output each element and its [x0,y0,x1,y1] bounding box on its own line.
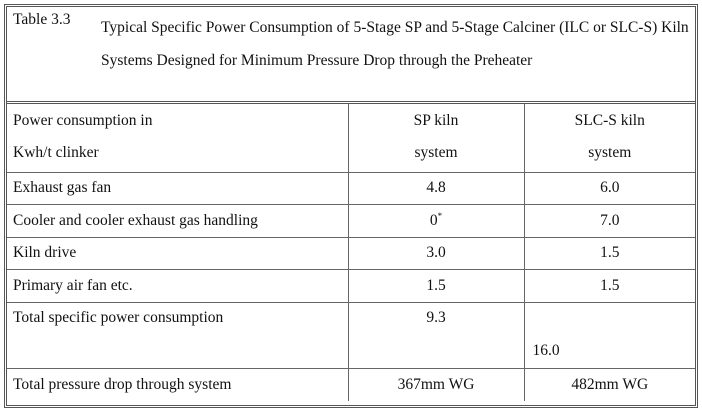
cell-text: 4.8 [426,179,446,197]
cell-text: Primary air fan etc. [13,276,133,294]
caption-label: Table 3.3 [13,11,71,28]
header-text: system [588,144,632,161]
table-cell: 9.3 [347,301,525,369]
table-row: Cooler and cooler exhaust gas handling 0*… [7,204,695,238]
cell-text: Total pressure drop through system [13,375,232,393]
header-cell: Power consumption in Kwh/t clinker [7,104,349,173]
table-cell: 6.0 [523,171,695,205]
cell-text: 0 [429,212,438,230]
table-cell: 0* [347,204,525,238]
table-cell: 1.5 [347,269,525,303]
table-cell: 367mm WG [347,367,525,401]
table-cell: Total specific power consumption [7,301,349,369]
table-cell: Primary air fan etc. [7,269,349,303]
header-row: Power consumption in Kwh/t clinker SP kiln… [7,104,695,173]
header-text: Power consumption in [13,112,153,129]
table-row: Total pressure drop through system 367mm … [7,367,695,401]
footnote-mark: * [437,211,443,222]
cell-text: Exhaust gas fan [13,179,112,197]
table-cell: 1.5 [523,236,695,270]
cell-text: Total specific power consumption [13,308,224,326]
cell-text: 367mm WG [397,375,475,393]
header-text: Kwh/t clinker [13,144,99,161]
cell-text: 1.5 [426,276,446,294]
cell-text: 1.5 [600,244,620,262]
header-text: SLC-S kiln [574,112,645,129]
table-row: Exhaust gas fan 4.8 6.0 [7,171,695,205]
cell-text: 9.3 [426,308,446,326]
table-cell: 482mm WG [523,367,695,401]
table-cell: 4.8 [347,171,525,205]
table-row: Total specific power consumption 9.3 16.0 [7,301,695,369]
table-row: Primary air fan etc. 1.5 1.5 [7,269,695,303]
data-table: Power consumption in Kwh/t clinker SP kiln… [7,104,695,401]
caption: Table 3.3 Typical Specific Power Consump… [7,7,695,104]
header-text: SP kiln [413,112,459,129]
cell-text: Cooler and cooler exhaust gas handling [13,211,258,229]
table-cell: Exhaust gas fan [7,171,349,205]
cell-text: 7.0 [600,211,620,229]
table-frame: Table 3.3 Typical Specific Power Consump… [4,4,698,408]
cell-text: 16.0 [532,341,560,359]
table-cell: 16.0 [523,301,695,369]
cell-text: Kiln drive [13,244,77,262]
table-cell: 7.0 [523,204,695,238]
table-row: Kiln drive 3.0 1.5 [7,236,695,270]
header-cell: SLC-S kiln system [523,104,695,173]
table-cell: Kiln drive [7,236,349,270]
header-text: system [414,144,458,161]
cell-text: 482mm WG [571,375,649,393]
table-cell: 3.0 [347,236,525,270]
cell-text: 6.0 [600,179,620,197]
caption-title: Typical Specific Power Consumption of 5-… [101,19,689,69]
header-cell: SP kiln system [347,104,525,173]
table-cell: Cooler and cooler exhaust gas handling [7,204,349,238]
table-cell: 1.5 [523,269,695,303]
cell-text: 3.0 [426,244,446,262]
table-cell: Total pressure drop through system [7,367,349,401]
cell-text: 1.5 [600,276,620,294]
